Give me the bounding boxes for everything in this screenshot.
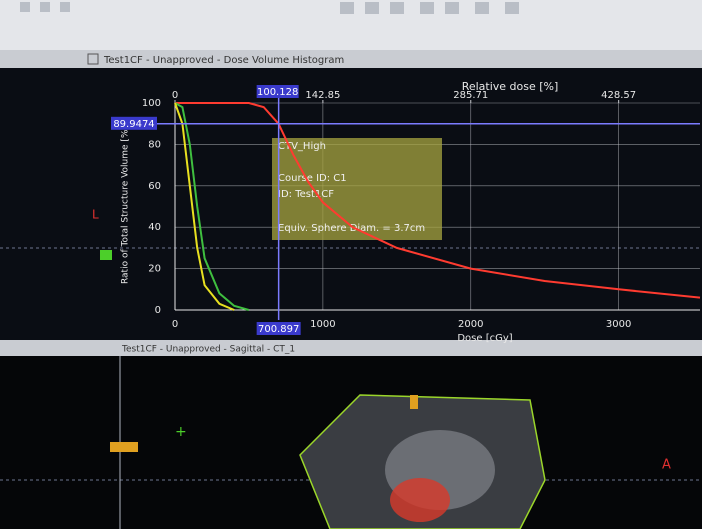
dose-region [390,478,450,522]
structure-marker [110,442,138,452]
y-tick-label: 80 [148,139,161,150]
y-tick-label: 100 [142,98,161,109]
y-tick-label: 60 [148,181,161,192]
x-tick-label: 2000 [458,319,483,330]
cursor-label: 100.128 [257,87,298,98]
y-axis-title: Ratio of Total Structure Volume [%] [121,126,131,284]
x2-tick-label: 285.71 [453,90,488,101]
x2-tick-label: 142.85 [305,90,340,101]
y-tick-label: 40 [148,222,161,233]
y-tick-label: 20 [148,264,161,275]
structure-marker [100,250,112,260]
cursor-icon: + [175,424,187,440]
page: {"windows": {"dvh_title": "Test1CF - Una… [0,0,702,529]
x-tick-label: 0 [172,319,178,330]
window-title: Test1CF - Unapproved - Dose Volume Histo… [103,55,344,66]
annotation-text: ID: Test1CF [278,189,334,200]
structure-marker [410,395,418,409]
y-tick-label: 0 [155,305,161,316]
orientation-label: L [92,208,99,222]
cursor-label: 89.9474 [113,119,154,130]
x2-tick-label: 0 [172,90,178,101]
x-tick-label: 1000 [310,319,335,330]
annotation-text: Equiv. Sphere Diam. = 3.7cm [278,223,425,234]
x2-tick-label: 428.57 [601,90,636,101]
sagittal-title-bar [0,340,702,356]
x-tick-label: 3000 [606,319,631,330]
orientation-label: A [662,458,671,473]
x-axis-title: Dose [cGy] [457,333,512,344]
cursor-label: 700.897 [258,324,299,335]
annotation-text: CTV_High [278,141,326,152]
annotation-text: Course ID: C1 [278,173,347,184]
screen: Test1CF - Unapproved - Dose Volume Histo… [0,0,702,529]
window-title: Test1CF - Unapproved - Sagittal - CT_1 [121,345,295,355]
